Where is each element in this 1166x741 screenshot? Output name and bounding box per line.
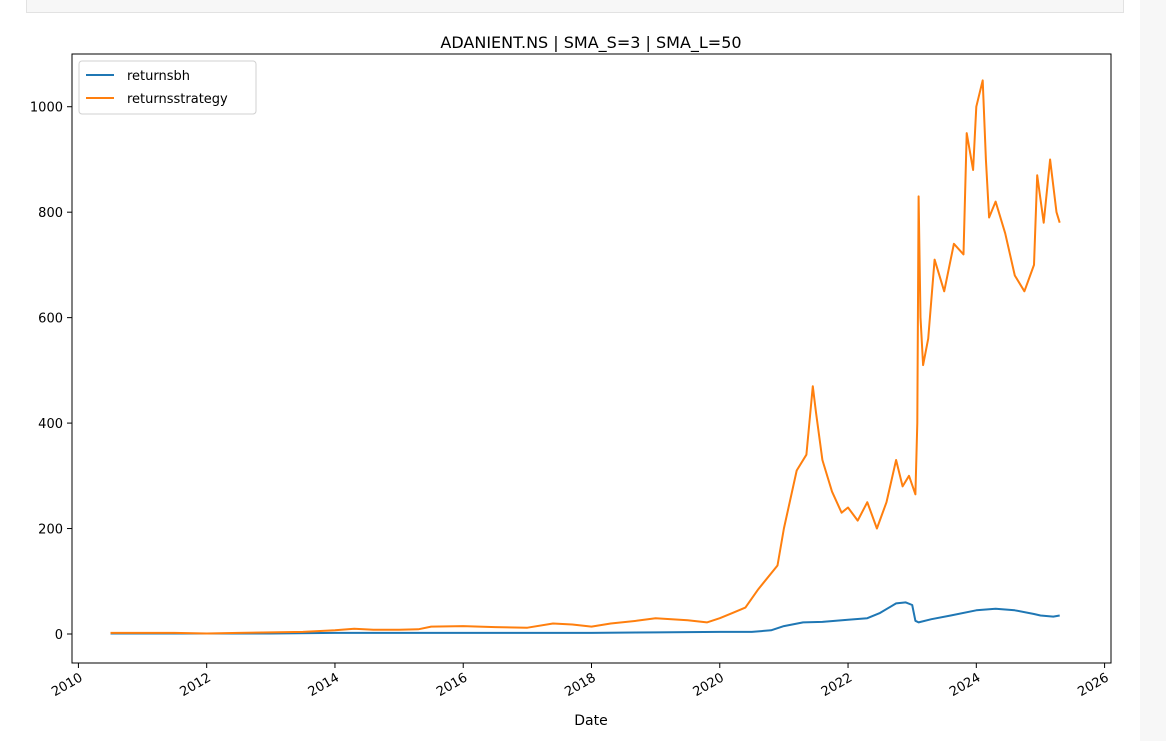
y-tick-label: 800: [38, 206, 63, 221]
series-line-returnsstrategy: [110, 79, 1061, 635]
x-tick-label: 2014: [306, 670, 342, 700]
x-tick-label: 2026: [1075, 670, 1111, 700]
x-tick-label: 2020: [691, 670, 727, 700]
y-axis: 0 200 400 600 800 1000: [30, 101, 72, 643]
x-tick-label: 2016: [434, 670, 470, 700]
x-tick-label: 2012: [178, 670, 214, 700]
legend-box: [78, 60, 257, 115]
x-tick-label: 2022: [819, 670, 855, 700]
cell-output-border: [26, 0, 1124, 13]
y-tick-label: 400: [38, 417, 63, 432]
notebook-cell-edge: [0, 0, 1166, 22]
x-axis: 2010 2012 2014 2016 2018 2020 2022 2024 2026: [49, 663, 1112, 700]
legend-label-returnsstrategy: returnsstrategy: [127, 92, 228, 107]
series-lines: [110, 79, 1061, 635]
x-axis-label: Date: [574, 713, 607, 729]
y-tick-label: 200: [38, 523, 63, 538]
x-tick-label: 2018: [562, 670, 598, 700]
line-chart: ADANIENT.NS | SMA_S=3 | SMA_L=50 0 200 400…: [30, 33, 1112, 729]
chart-title: ADANIENT.NS | SMA_S=3 | SMA_L=50: [440, 33, 741, 53]
x-tick-label: 2010: [49, 670, 85, 700]
scrollbar-gutter: [1140, 0, 1166, 741]
y-tick-label: 0: [55, 628, 63, 643]
legend: returnsbh returnsstrategy: [78, 60, 257, 115]
x-tick-label: 2024: [947, 670, 983, 700]
y-tick-label: 600: [38, 312, 63, 327]
series-line-returnsbh: [110, 601, 1060, 635]
legend-label-returnsbh: returnsbh: [127, 69, 190, 84]
plot-area: [71, 53, 1112, 664]
y-tick-label: 1000: [30, 101, 63, 116]
